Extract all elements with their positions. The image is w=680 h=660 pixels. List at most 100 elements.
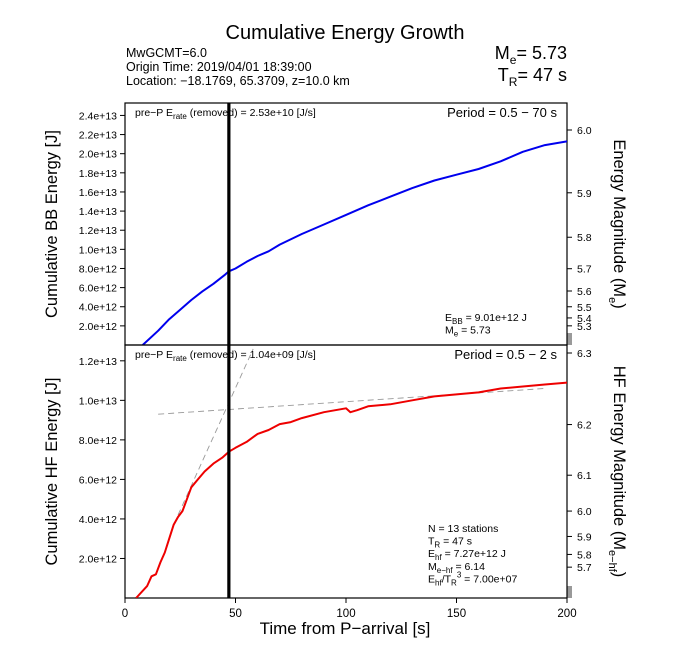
stat-value: = 7.27e+12 J — [442, 548, 506, 560]
stat-line: Me−hf = 6.14 — [428, 561, 485, 575]
stat-main: E — [445, 312, 452, 324]
y-tick-label: 4.0e+12 — [79, 514, 117, 526]
mag-tick-label: 5.4 — [577, 313, 592, 325]
stat-sub: BB — [452, 317, 463, 326]
stat-value2: = 7.00e+07 — [461, 573, 517, 585]
bb-energy-panel: 2.0e+12 4.0e+12 6.0e+12 8.0e+12 1.0e+13 1.2e+… — [43, 102, 628, 346]
origin-time-label: Origin Time: 2019/04/01 18:39:00 — [126, 60, 312, 74]
mag-tick-label: 5.9 — [577, 531, 592, 543]
mag-tick-label: 5.7 — [577, 264, 592, 276]
stat-line: Ehf/TR3 = 7.00e+07 — [428, 570, 517, 587]
y2-label-end: ) — [610, 572, 628, 578]
tr-summary: TR= 47 s — [498, 65, 567, 89]
pre-p-note-sub: rate — [173, 112, 187, 121]
stat-line: EBB = 9.01e+12 J — [445, 312, 527, 326]
plot-frame — [124, 102, 568, 346]
stat-sub: R — [434, 541, 440, 550]
stat-main: M — [428, 561, 437, 573]
y-tick-label: 2.0e+12 — [79, 553, 117, 565]
figure-title: Cumulative Energy Growth — [226, 22, 465, 44]
mag-tick-label: 6.3 — [577, 348, 592, 360]
pre-p-note-prefix: pre−P E — [135, 349, 173, 361]
stat-sub: e — [454, 330, 459, 339]
y-tick-label: 1.0e+13 — [79, 244, 117, 256]
x-axis-label: Time from P−arrival [s] — [260, 619, 431, 638]
location-label: Location: −18.1769, 65.3709, z=10.0 km — [126, 74, 350, 88]
y2-label-end: ) — [610, 303, 628, 309]
stat-main: T — [428, 536, 435, 548]
y-tick-label: 2.0e+13 — [79, 149, 117, 161]
y2-axis-label: HF Energy Magnitude (Me−hf) — [606, 366, 628, 578]
time-axis: 0 50 100 150 200 — [122, 598, 577, 620]
y-tick-label: 1.2e+13 — [79, 225, 117, 237]
hf-energy-series — [135, 381, 567, 598]
y2-label-sub: e−hf — [606, 550, 618, 573]
mag-tick-label: 6.0 — [577, 125, 592, 137]
y-tick-label: 8.0e+12 — [79, 435, 117, 447]
reference-dashed-line — [158, 388, 545, 415]
bb-energy-series — [142, 140, 567, 345]
x-tick-label: 200 — [557, 608, 576, 620]
y-tick-label: 1.4e+13 — [79, 206, 117, 218]
y-tick-label: 6.0e+12 — [79, 474, 117, 486]
stat-line: Ehf = 7.27e+12 J — [428, 548, 506, 562]
stat-sub: hf — [435, 578, 442, 587]
period-label: Period = 0.5 − 2 s — [454, 347, 557, 362]
hf-energy-panel: 2.0e+12 4.0e+12 6.0e+12 8.0e+12 1.0e+13 1.2e+… — [43, 344, 628, 599]
mag-tick-label: 5.5 — [577, 302, 592, 314]
stat-value: /T — [442, 573, 452, 585]
stat-value: = 5.73 — [458, 325, 491, 337]
mag-tick-label: 5.6 — [577, 286, 592, 298]
stat-main: N = 13 stations — [428, 523, 498, 535]
stat-main: M — [445, 325, 454, 337]
x-tick-label: 150 — [447, 608, 466, 620]
y-axis-label: Cumulative HF Energy [J] — [43, 378, 61, 566]
pre-p-note: pre−P Erate (removed) = 2.53e+10 [J/s] — [135, 107, 316, 121]
stat-sub2: R — [451, 578, 457, 587]
stat-value: = 9.01e+12 J — [463, 312, 527, 324]
x-tick-label: 100 — [336, 608, 355, 620]
pre-p-note-prefix: pre−P E — [135, 107, 173, 119]
x-tick-label: 50 — [229, 608, 242, 620]
mag-tick-label: 5.8 — [577, 232, 592, 244]
stat-sub: hf — [435, 553, 442, 562]
y-tick-label: 1.2e+13 — [79, 356, 117, 368]
stat-value: = 6.14 — [453, 561, 486, 573]
stat-line: Me = 5.73 — [445, 325, 491, 339]
y2-label-sub: e — [606, 297, 618, 303]
mag-tick-label: 6.1 — [577, 470, 592, 482]
y2-axis-label: Energy Magnitude (Me) — [606, 139, 628, 308]
stat-value: = 47 s — [440, 536, 472, 548]
y-tick-label: 8.0e+12 — [79, 263, 117, 275]
pre-p-note: pre−P Erate (removed) = 1.04e+09 [J/s] — [135, 349, 316, 363]
y-tick-label: 2.4e+13 — [79, 110, 117, 122]
y-tick-label: 6.0e+12 — [79, 283, 117, 295]
stat-sub: e−hf — [437, 566, 454, 575]
mag-tick-label: 5.7 — [577, 562, 592, 574]
period-label: Period = 0.5 − 70 s — [447, 105, 557, 120]
mag-tick-label: 5.3 — [577, 321, 592, 333]
y2-label-main: HF Energy Magnitude (M — [610, 366, 628, 550]
stat-line: N = 13 stations — [428, 523, 498, 535]
y-tick-label: 1.8e+13 — [79, 168, 117, 180]
pre-p-note-suffix: (removed) = 2.53e+10 [J/s] — [187, 107, 316, 119]
pre-p-note-suffix: (removed) = 1.04e+09 [J/s] — [187, 349, 316, 361]
y-tick-label: 4.0e+12 — [79, 302, 117, 314]
event-label: MwGCMT=6.0 — [126, 46, 207, 60]
y-tick-label: 2.2e+13 — [79, 130, 117, 142]
mag-tick-label: 6.0 — [577, 506, 592, 518]
stat-line: TR = 47 s — [428, 536, 472, 550]
stat-sup: 3 — [457, 570, 462, 579]
y-tick-label: 2.0e+12 — [79, 321, 117, 333]
mag-tick-label: 5.8 — [577, 549, 592, 561]
pre-p-note-sub: rate — [173, 354, 187, 363]
y-tick-label: 1.0e+13 — [79, 395, 117, 407]
stat-main: E — [428, 573, 435, 585]
y-axis-label: Cumulative BB Energy [J] — [43, 130, 61, 318]
mag-tick-label: 6.2 — [577, 420, 592, 432]
y2-label-main: Energy Magnitude (M — [610, 139, 628, 297]
stat-main: E — [428, 548, 435, 560]
mag-tick-label: 5.9 — [577, 188, 592, 200]
me-summary: Me= 5.73 — [495, 43, 567, 67]
